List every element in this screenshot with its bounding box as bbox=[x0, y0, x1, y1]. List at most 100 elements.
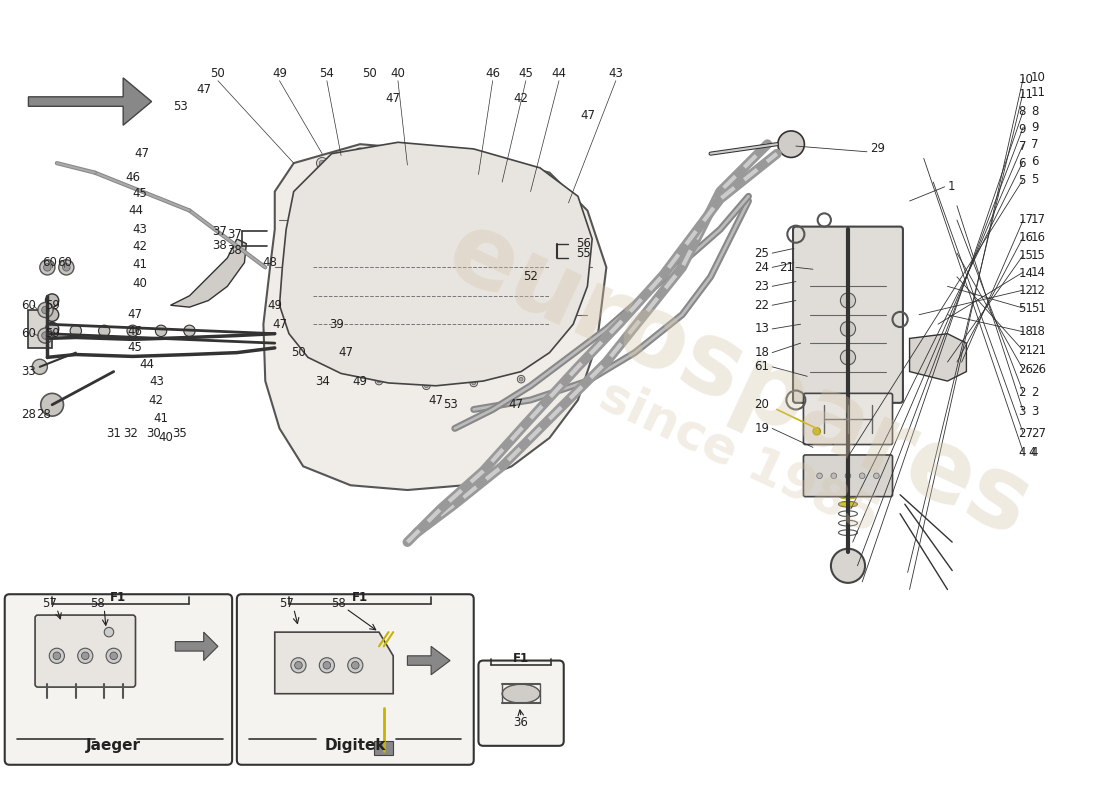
Circle shape bbox=[519, 378, 522, 381]
Circle shape bbox=[63, 263, 70, 271]
Circle shape bbox=[319, 160, 324, 166]
Circle shape bbox=[384, 244, 393, 253]
Circle shape bbox=[37, 328, 53, 343]
Text: 5: 5 bbox=[1031, 173, 1038, 186]
Circle shape bbox=[528, 189, 532, 194]
Text: 11: 11 bbox=[1031, 86, 1046, 98]
Circle shape bbox=[32, 359, 47, 374]
Circle shape bbox=[337, 244, 345, 253]
Text: 45: 45 bbox=[518, 66, 534, 80]
Text: 6: 6 bbox=[1019, 157, 1026, 170]
Text: 44: 44 bbox=[128, 204, 143, 217]
Circle shape bbox=[78, 648, 92, 663]
Circle shape bbox=[411, 153, 422, 164]
Circle shape bbox=[327, 291, 337, 301]
Circle shape bbox=[451, 347, 459, 354]
Text: 12: 12 bbox=[1031, 283, 1046, 297]
Circle shape bbox=[845, 473, 850, 478]
Text: 7: 7 bbox=[1019, 139, 1026, 153]
Bar bbox=[29, 310, 52, 348]
Circle shape bbox=[403, 291, 412, 301]
Text: 32: 32 bbox=[123, 426, 139, 440]
Text: 60: 60 bbox=[21, 327, 36, 340]
Circle shape bbox=[329, 303, 334, 308]
Circle shape bbox=[840, 350, 856, 365]
Text: 58: 58 bbox=[90, 598, 104, 610]
Text: 51: 51 bbox=[1019, 302, 1033, 314]
Text: 49: 49 bbox=[352, 374, 367, 387]
Text: 21: 21 bbox=[1031, 344, 1046, 358]
Text: 48: 48 bbox=[263, 256, 277, 269]
Text: 30: 30 bbox=[146, 426, 161, 440]
Text: 17: 17 bbox=[1019, 214, 1034, 226]
Text: 27: 27 bbox=[1031, 426, 1046, 440]
Bar bbox=[374, 741, 393, 755]
Text: F1: F1 bbox=[110, 590, 126, 603]
Text: 25: 25 bbox=[755, 246, 769, 260]
Text: 43: 43 bbox=[608, 66, 624, 80]
Text: 53: 53 bbox=[442, 398, 458, 411]
Circle shape bbox=[289, 262, 298, 272]
Text: 4: 4 bbox=[1031, 446, 1038, 458]
Text: 42: 42 bbox=[148, 394, 164, 406]
Text: 54: 54 bbox=[319, 66, 334, 80]
Circle shape bbox=[45, 308, 58, 322]
Text: 11: 11 bbox=[1019, 89, 1034, 102]
Text: 18: 18 bbox=[755, 346, 769, 359]
Circle shape bbox=[813, 427, 821, 435]
Text: 2: 2 bbox=[1019, 386, 1026, 399]
Circle shape bbox=[557, 208, 561, 213]
Text: 37: 37 bbox=[228, 228, 242, 241]
Circle shape bbox=[348, 658, 363, 673]
Text: 19: 19 bbox=[755, 422, 769, 435]
Text: 3: 3 bbox=[1019, 405, 1026, 418]
FancyBboxPatch shape bbox=[793, 226, 903, 403]
Text: 36: 36 bbox=[514, 716, 528, 729]
Text: 47: 47 bbox=[339, 346, 353, 359]
Ellipse shape bbox=[839, 502, 857, 506]
Text: 9: 9 bbox=[1031, 121, 1038, 134]
Text: 18: 18 bbox=[1031, 326, 1046, 338]
Circle shape bbox=[384, 262, 393, 272]
Text: 10: 10 bbox=[1019, 74, 1033, 86]
Text: 34: 34 bbox=[315, 374, 330, 387]
Text: 40: 40 bbox=[133, 277, 147, 290]
Circle shape bbox=[406, 346, 409, 350]
Text: 38: 38 bbox=[212, 239, 228, 252]
Circle shape bbox=[472, 301, 476, 306]
Circle shape bbox=[375, 378, 383, 385]
Text: 49: 49 bbox=[267, 298, 283, 312]
Text: 16: 16 bbox=[1019, 230, 1034, 243]
Circle shape bbox=[42, 332, 50, 339]
Text: 16: 16 bbox=[1031, 230, 1046, 243]
FancyBboxPatch shape bbox=[478, 661, 563, 746]
Text: 7: 7 bbox=[1031, 138, 1038, 150]
Text: 47: 47 bbox=[580, 110, 595, 122]
Text: 42: 42 bbox=[133, 240, 147, 253]
Text: 60: 60 bbox=[42, 256, 57, 269]
Text: 28: 28 bbox=[21, 408, 36, 421]
Text: 2: 2 bbox=[1031, 386, 1038, 399]
Text: 43: 43 bbox=[148, 374, 164, 387]
Ellipse shape bbox=[839, 494, 857, 499]
Circle shape bbox=[70, 325, 81, 337]
Text: 12: 12 bbox=[1019, 283, 1034, 297]
Text: 50: 50 bbox=[210, 66, 225, 80]
Circle shape bbox=[337, 261, 345, 270]
Polygon shape bbox=[29, 78, 152, 126]
Text: 21: 21 bbox=[779, 261, 794, 274]
Text: 45: 45 bbox=[128, 342, 142, 354]
Circle shape bbox=[431, 244, 441, 253]
Circle shape bbox=[462, 166, 466, 170]
Ellipse shape bbox=[503, 684, 540, 703]
Text: 29: 29 bbox=[870, 142, 884, 155]
Circle shape bbox=[431, 265, 441, 274]
Text: 26: 26 bbox=[1019, 363, 1034, 376]
Circle shape bbox=[830, 549, 865, 583]
Text: 18: 18 bbox=[1019, 326, 1033, 338]
Circle shape bbox=[404, 344, 411, 352]
Circle shape bbox=[42, 306, 50, 314]
Text: 14: 14 bbox=[1031, 266, 1046, 278]
Text: 47: 47 bbox=[126, 308, 142, 322]
Circle shape bbox=[359, 342, 362, 345]
